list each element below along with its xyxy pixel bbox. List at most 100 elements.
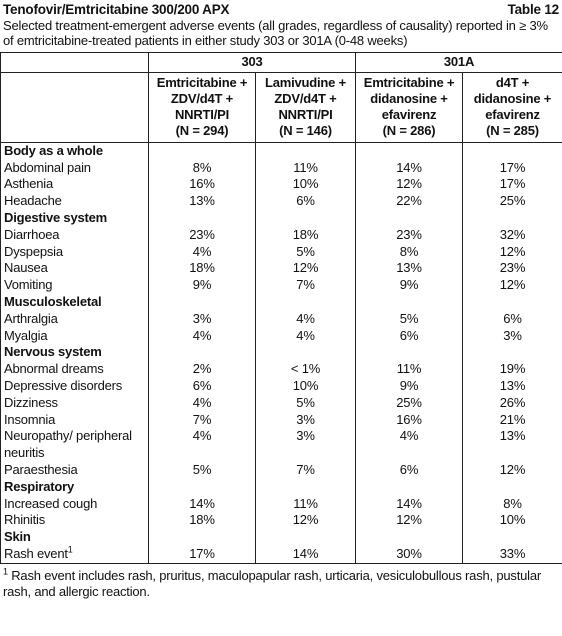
value-cell: 3% bbox=[462, 327, 562, 345]
value-cell: 6% bbox=[255, 193, 356, 210]
empty-cell bbox=[355, 344, 463, 362]
value-cell: 12% bbox=[355, 512, 463, 530]
value-cell: 11% bbox=[355, 361, 463, 378]
value-cell: 12% bbox=[255, 512, 356, 530]
value-cell: 12% bbox=[355, 176, 463, 194]
value-cell: 4% bbox=[255, 310, 356, 328]
row-label-cell: Dizziness bbox=[0, 394, 149, 412]
data-row: Headache 13% 6% 22% 25% bbox=[0, 193, 562, 210]
value-cell: 32% bbox=[462, 226, 562, 244]
empty-cell bbox=[148, 293, 256, 311]
row-label: Abnormal dreams bbox=[4, 361, 104, 377]
value-cell: 12% bbox=[462, 461, 562, 479]
row-label-cell: Abdominal pain bbox=[0, 159, 149, 177]
row-label-cell: Asthenia bbox=[0, 176, 149, 194]
section-row: Body as a whole bbox=[0, 142, 562, 160]
value-cell: 30% bbox=[355, 545, 463, 564]
row-label-cell: Nausea bbox=[0, 260, 149, 278]
empty-cell bbox=[148, 478, 256, 496]
row-label-cell: Rhinitis bbox=[0, 512, 149, 530]
value-cell: 11% bbox=[255, 159, 356, 177]
column-header-line: d4T + bbox=[495, 74, 530, 90]
column-header: Emtricitabine + didanosine + efavirenz (N =… bbox=[355, 72, 463, 143]
empty-cell bbox=[462, 209, 562, 227]
value-cell: 4% bbox=[148, 428, 256, 462]
value-cell: 10% bbox=[255, 176, 356, 194]
column-header-line: Emtricitabine + bbox=[156, 74, 248, 90]
data-row: Paraesthesia 5% 7% 6% 12% bbox=[0, 461, 562, 479]
value-cell: 2% bbox=[148, 361, 256, 378]
value-cell: 9% bbox=[355, 277, 463, 294]
empty-cell bbox=[255, 142, 356, 160]
group-header: 301A bbox=[355, 52, 562, 73]
empty-cell bbox=[148, 209, 256, 227]
value-cell: 11% bbox=[255, 495, 356, 513]
empty-cell bbox=[355, 478, 463, 496]
data-row: Rash event1 17% 14% 30% 33% bbox=[0, 545, 562, 564]
data-row: Abdominal pain 8% 11% 14% 17% bbox=[0, 159, 562, 177]
empty-cell bbox=[255, 529, 356, 546]
data-row: Nausea 18% 12% 13% 23% bbox=[0, 260, 562, 278]
value-cell: 14% bbox=[148, 495, 256, 513]
value-cell: 33% bbox=[462, 545, 562, 564]
row-label: Rash event bbox=[4, 545, 68, 561]
empty-cell bbox=[355, 529, 463, 546]
value-cell: 17% bbox=[462, 159, 562, 177]
title: Tenofovir/Emtricitabine 300/200 APX bbox=[3, 2, 230, 17]
data-row: Arthralgia 3% 4% 5% 6% bbox=[0, 310, 562, 328]
value-cell: 7% bbox=[148, 411, 256, 429]
value-cell: 25% bbox=[355, 394, 463, 412]
section-name: Musculoskeletal bbox=[0, 293, 149, 311]
value-cell: 4% bbox=[148, 394, 256, 412]
row-label: Increased cough bbox=[4, 495, 98, 511]
empty-cell bbox=[355, 142, 463, 160]
blank-header bbox=[0, 52, 149, 73]
value-cell: 17% bbox=[462, 176, 562, 194]
value-cell: 16% bbox=[148, 176, 256, 194]
value-cell: 4% bbox=[148, 327, 256, 345]
value-cell: 25% bbox=[462, 193, 562, 210]
column-header: Lamivudine + ZDV/d4T + NNRTI/PI (N = 146) bbox=[255, 72, 356, 143]
value-cell: 14% bbox=[255, 545, 356, 564]
value-cell: 13% bbox=[462, 377, 562, 395]
caption: Selected treatment-emergent adverse even… bbox=[3, 18, 548, 48]
empty-cell bbox=[355, 209, 463, 227]
column-header-line: didanosine + bbox=[370, 90, 448, 106]
value-cell: 6% bbox=[355, 327, 463, 345]
column-header-line: NNRTI/PI bbox=[278, 106, 333, 122]
row-label: Dyspepsia bbox=[4, 243, 63, 259]
row-label: Dizziness bbox=[4, 394, 58, 410]
value-cell: 13% bbox=[355, 260, 463, 278]
empty-cell bbox=[148, 142, 256, 160]
value-cell: 4% bbox=[148, 243, 256, 261]
value-cell: 6% bbox=[355, 461, 463, 479]
value-cell: 3% bbox=[148, 310, 256, 328]
empty-cell bbox=[462, 142, 562, 160]
value-cell: 3% bbox=[255, 428, 356, 462]
value-cell: 17% bbox=[148, 545, 256, 564]
value-cell: 14% bbox=[355, 159, 463, 177]
empty-cell bbox=[462, 478, 562, 496]
value-cell: 8% bbox=[355, 243, 463, 261]
row-label-cell: Myalgia bbox=[0, 327, 149, 345]
group-header: 303 bbox=[148, 52, 356, 73]
row-label-cell: Diarrhoea bbox=[0, 226, 149, 244]
table-label: Table 12 bbox=[507, 2, 560, 17]
value-cell: 8% bbox=[148, 159, 256, 177]
row-label: Myalgia bbox=[4, 327, 48, 343]
value-cell: 23% bbox=[355, 226, 463, 244]
column-header-line: efavirenz bbox=[485, 106, 540, 122]
row-label: Paraesthesia bbox=[4, 461, 78, 477]
row-label-cell: Insomnia bbox=[0, 411, 149, 429]
value-cell: 13% bbox=[462, 428, 562, 462]
row-label: Depressive disorders bbox=[4, 377, 123, 393]
value-cell: 13% bbox=[148, 193, 256, 210]
section-row: Respiratory bbox=[0, 478, 562, 496]
data-row: Depressive disorders 6% 10% 9% 13% bbox=[0, 377, 562, 395]
empty-cell bbox=[148, 529, 256, 546]
header: Tenofovir/Emtricitabine 300/200 APX Tabl… bbox=[0, 0, 562, 17]
column-header: Emtricitabine + ZDV/d4T + NNRTI/PI (N = 294… bbox=[148, 72, 256, 143]
section-name: Nervous system bbox=[0, 344, 149, 362]
value-cell: 8% bbox=[462, 495, 562, 513]
